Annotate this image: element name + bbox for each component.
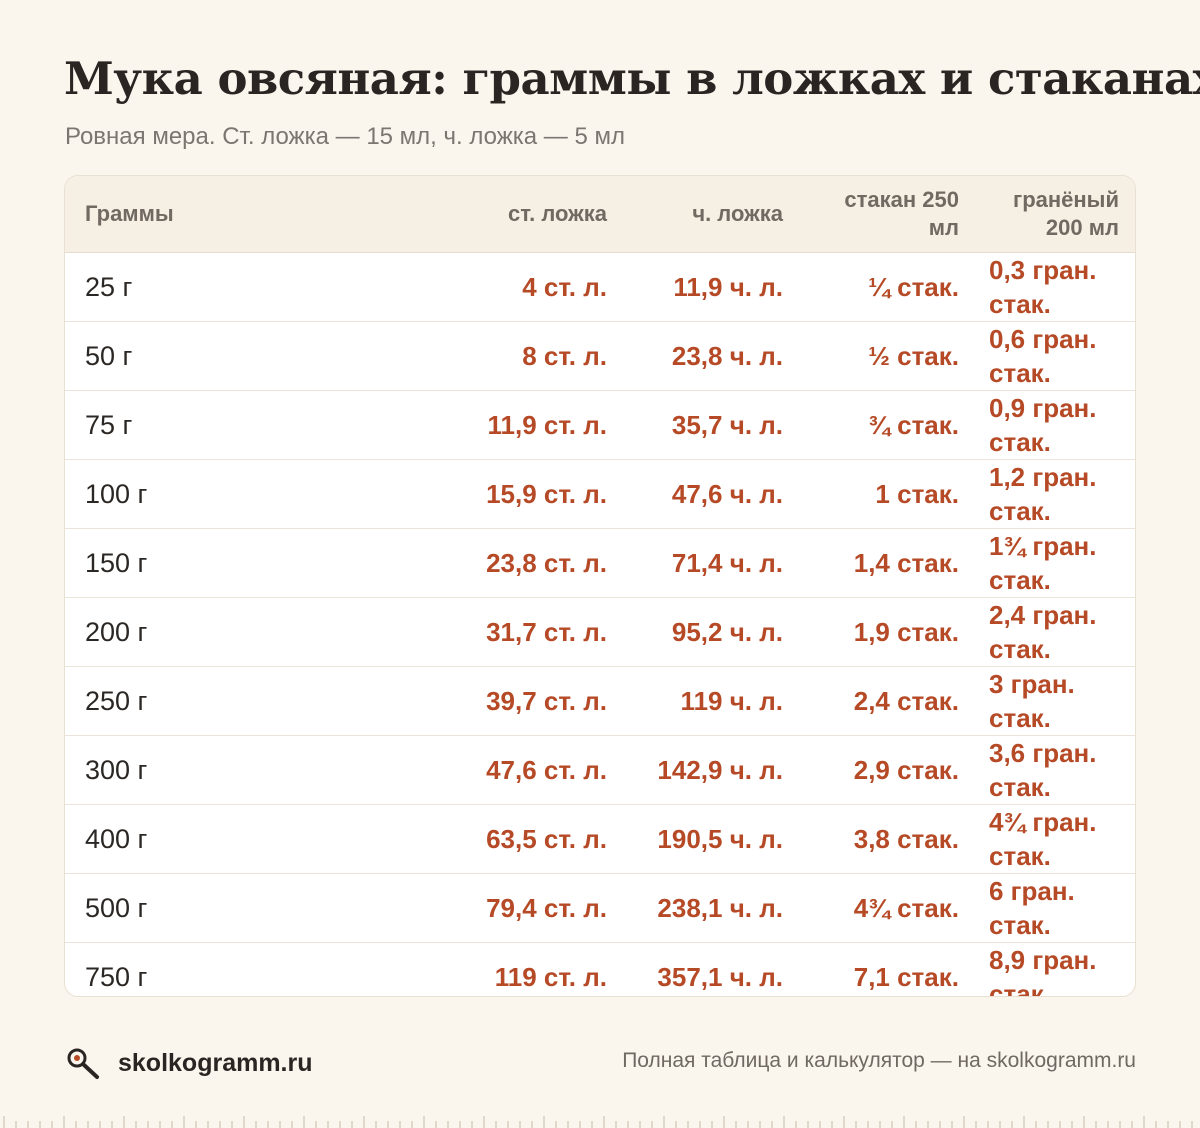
brand-name[interactable]: skolkogramm.ru [118, 1048, 313, 1077]
cell-teaspoon: 357,1 ч. л. [625, 942, 801, 996]
cell-grams: 25 г [65, 252, 450, 322]
cell-grams: 400 г [65, 804, 450, 874]
cell-tablespoon: 63,5 ст. л. [450, 804, 625, 874]
column-header-tablespoon: ст. ложка [450, 176, 625, 253]
cell-teaspoon: 119 ч. л. [625, 666, 801, 736]
cell-cup-250: 2,9 стак. [801, 735, 977, 805]
footer-note: Полная таблица и калькулятор — на skolko… [622, 1049, 1136, 1072]
cell-faceted-glass-200: 0,6 гран. стак. [977, 321, 1135, 391]
cell-tablespoon: 39,7 ст. л. [450, 666, 625, 736]
cell-cup-250: ½ стак. [801, 321, 977, 391]
table-row: 200 г 31,7 ст. л. 95,2 ч. л. 1,9 стак. 2,4 г… [65, 597, 1135, 667]
cell-teaspoon: 23,8 ч. л. [625, 321, 801, 391]
cell-cup-250: 7,1 стак. [801, 942, 977, 996]
column-header-grams: Граммы [65, 176, 450, 253]
table-row: 100 г 15,9 ст. л. 47,6 ч. л. 1 стак. 1,2 гра… [65, 459, 1135, 529]
column-header-teaspoon: ч. ложка [625, 176, 801, 253]
cell-cup-250: ¼ стак. [801, 252, 977, 322]
cell-cup-250: ¾ стак. [801, 390, 977, 460]
cell-faceted-glass-200: 1,2 гран. стак. [977, 459, 1135, 529]
cell-grams: 200 г [65, 597, 450, 667]
column-header-faceted-glass-200: гранёный 200 мл [977, 176, 1135, 253]
column-header-cup-250: стакан 250 мл [801, 176, 977, 253]
table-row: 750 г 119 ст. л. 357,1 ч. л. 7,1 стак. 8,9 г… [65, 942, 1135, 996]
cell-grams: 300 г [65, 735, 450, 805]
cell-faceted-glass-200: 0,9 гран. стак. [977, 390, 1135, 460]
cell-teaspoon: 47,6 ч. л. [625, 459, 801, 529]
cell-faceted-glass-200: 1¾ гран. стак. [977, 528, 1135, 598]
magnifier-icon [67, 1048, 99, 1079]
cell-cup-250: 1 стак. [801, 459, 977, 529]
cell-teaspoon: 71,4 ч. л. [625, 528, 801, 598]
cell-faceted-glass-200: 4¾ гран. стак. [977, 804, 1135, 874]
cell-grams: 100 г [65, 459, 450, 529]
cell-grams: 150 г [65, 528, 450, 598]
page-title: Мука овсяная: граммы в ложках и стаканах [64, 52, 1200, 105]
cell-tablespoon: 79,4 ст. л. [450, 873, 625, 943]
cell-teaspoon: 95,2 ч. л. [625, 597, 801, 667]
table-row: 150 г 23,8 ст. л. 71,4 ч. л. 1,4 стак. 1¾ гр… [65, 528, 1135, 598]
cell-teaspoon: 11,9 ч. л. [625, 252, 801, 322]
cell-grams: 75 г [65, 390, 450, 460]
table-row: 75 г 11,9 ст. л. 35,7 ч. л. ¾ стак. 0,9 гран… [65, 390, 1135, 460]
cell-cup-250: 4¾ стак. [801, 873, 977, 943]
cell-grams: 250 г [65, 666, 450, 736]
brand-logo[interactable]: skolkogramm.ru [64, 1045, 313, 1081]
cell-tablespoon: 4 ст. л. [450, 252, 625, 322]
table-row: 500 г 79,4 ст. л. 238,1 ч. л. 4¾ стак. 6 гра… [65, 873, 1135, 943]
cell-teaspoon: 238,1 ч. л. [625, 873, 801, 943]
ruler-decoration [3, 1116, 1193, 1128]
cell-tablespoon: 23,8 ст. л. [450, 528, 625, 598]
cell-tablespoon: 31,7 ст. л. [450, 597, 625, 667]
cell-teaspoon: 35,7 ч. л. [625, 390, 801, 460]
table-row: 400 г 63,5 ст. л. 190,5 ч. л. 3,8 стак. 4¾ г… [65, 804, 1135, 874]
table-row: 300 г 47,6 ст. л. 142,9 ч. л. 2,9 стак. 3,6 … [65, 735, 1135, 805]
cell-grams: 500 г [65, 873, 450, 943]
cell-faceted-glass-200: 6 гран. стак. [977, 873, 1135, 943]
table-row: 250 г 39,7 ст. л. 119 ч. л. 2,4 стак. 3 гран… [65, 666, 1135, 736]
page-subtitle: Ровная мера. Ст. ложка — 15 мл, ч. ложка… [65, 123, 625, 150]
cell-faceted-glass-200: 2,4 гран. стак. [977, 597, 1135, 667]
cell-cup-250: 3,8 стак. [801, 804, 977, 874]
cell-tablespoon: 119 ст. л. [450, 942, 625, 996]
cell-faceted-glass-200: 3,6 гран. стак. [977, 735, 1135, 805]
cell-faceted-glass-200: 3 гран. стак. [977, 666, 1135, 736]
table-header: Граммы ст. ложка ч. ложка стакан 250 мл … [65, 176, 1135, 253]
cell-grams: 750 г [65, 942, 450, 996]
cell-tablespoon: 11,9 ст. л. [450, 390, 625, 460]
cell-tablespoon: 47,6 ст. л. [450, 735, 625, 805]
cell-teaspoon: 190,5 ч. л. [625, 804, 801, 874]
cell-cup-250: 2,4 стак. [801, 666, 977, 736]
cell-faceted-glass-200: 8,9 гран. стак. [977, 942, 1135, 996]
cell-tablespoon: 15,9 ст. л. [450, 459, 625, 529]
cell-teaspoon: 142,9 ч. л. [625, 735, 801, 805]
cell-cup-250: 1,4 стак. [801, 528, 977, 598]
cell-cup-250: 1,9 стак. [801, 597, 977, 667]
cell-faceted-glass-200: 0,3 гран. стак. [977, 252, 1135, 322]
cell-tablespoon: 8 ст. л. [450, 321, 625, 391]
conversion-table: Граммы ст. ложка ч. ложка стакан 250 мл … [65, 176, 1135, 996]
conversion-table-card: Граммы ст. ложка ч. ложка стакан 250 мл … [64, 175, 1136, 997]
cell-grams: 50 г [65, 321, 450, 391]
table-header-row: Граммы ст. ложка ч. ложка стакан 250 мл … [65, 176, 1135, 253]
